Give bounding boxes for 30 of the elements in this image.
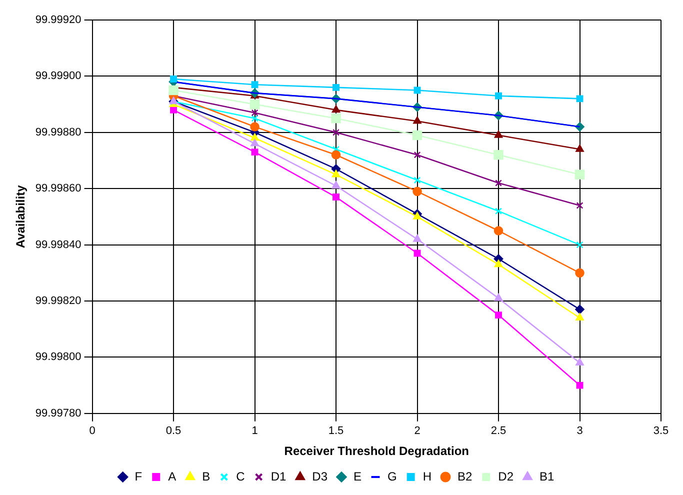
x-tick-label: 2 <box>414 425 420 438</box>
y-tick-label: 99.99840 <box>35 238 82 251</box>
legend-label: A <box>168 469 176 484</box>
x-tick-label: 0 <box>89 425 96 438</box>
y-tick-label: 99.99800 <box>35 351 82 364</box>
legend-label: B <box>202 469 210 484</box>
y-tick-label: 99.99820 <box>35 295 82 308</box>
legend-label: B1 <box>540 469 555 484</box>
legend-label: G <box>387 469 397 484</box>
legend-label: B2 <box>457 469 472 484</box>
y-axis-title: Availability <box>14 184 28 248</box>
legend-label: D2 <box>498 469 514 484</box>
legend-label: E <box>353 469 362 484</box>
legend-label: D3 <box>312 469 328 484</box>
legend-label: H <box>422 469 432 484</box>
x-tick-label: 0.5 <box>166 425 182 438</box>
legend-label: F <box>134 469 142 484</box>
x-axis-title: Receiver Threshold Degradation <box>284 444 469 458</box>
x-tick-label: 1 <box>252 425 258 438</box>
x-tick-label: 2.5 <box>490 425 506 438</box>
x-tick-label: 1.5 <box>328 425 344 438</box>
legend-label: D1 <box>270 469 286 484</box>
y-tick-label: 99.99780 <box>35 407 82 420</box>
x-tick-label: 3 <box>576 425 583 438</box>
y-tick-label: 99.99900 <box>35 70 82 82</box>
y-tick-label: 99.99860 <box>35 182 82 195</box>
y-tick-label: 99.99880 <box>35 126 82 138</box>
y-tick-label: 99.99920 <box>35 14 82 26</box>
x-tick-label: 3.5 <box>653 425 669 438</box>
legend-label: C <box>236 469 246 484</box>
